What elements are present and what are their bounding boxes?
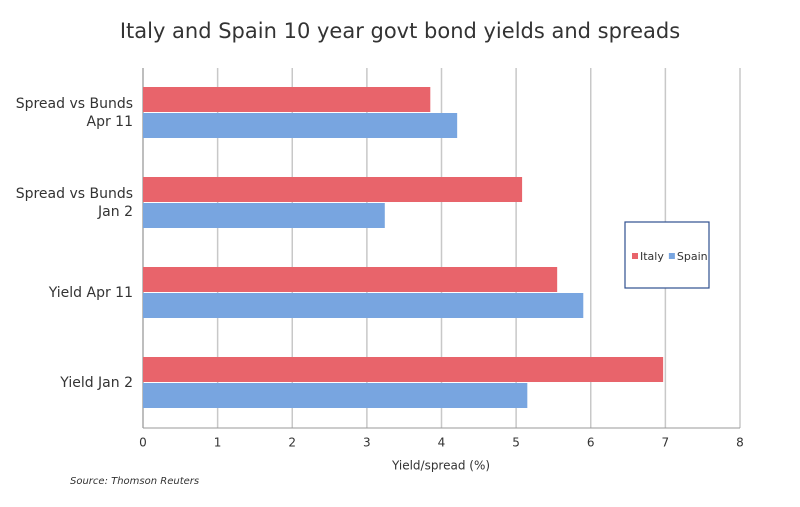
legend-box	[624, 221, 710, 289]
bar	[143, 267, 558, 292]
x-tick-label: 7	[662, 436, 670, 450]
bar	[143, 87, 431, 112]
legend-label: Spain	[677, 250, 708, 263]
x-tick-label: 8	[736, 436, 744, 450]
bar	[143, 203, 385, 228]
bar	[143, 177, 523, 202]
source: Source: Thomson Reuters	[70, 476, 199, 487]
legend-swatch	[632, 253, 638, 259]
y-tick-label: Spread vs Bunds Apr 11	[15, 96, 133, 130]
chart-title: Italy and Spain 10 year govt bond yields…	[120, 19, 680, 43]
legend-label: Italy	[640, 250, 664, 263]
x-tick-label: 6	[587, 436, 595, 450]
bar	[143, 357, 664, 382]
bar	[143, 293, 584, 318]
bar	[143, 113, 458, 138]
x-axis-label: Yield/spread (%)	[391, 459, 490, 473]
x-tick-label: 3	[363, 436, 371, 450]
x-tick-label: 1	[214, 436, 222, 450]
x-tick-label: 4	[438, 436, 446, 450]
y-tick-label: Yield Apr 11	[48, 285, 133, 301]
x-tick-label: 5	[512, 436, 520, 450]
y-tick-label: Spread vs Bunds Jan 2	[15, 186, 133, 220]
legend-swatch	[668, 253, 675, 259]
x-tick-label: 2	[288, 436, 296, 450]
bar	[143, 383, 528, 408]
y-tick-label: Yield Jan 2	[60, 375, 133, 391]
x-tick-label: 0	[139, 436, 147, 450]
